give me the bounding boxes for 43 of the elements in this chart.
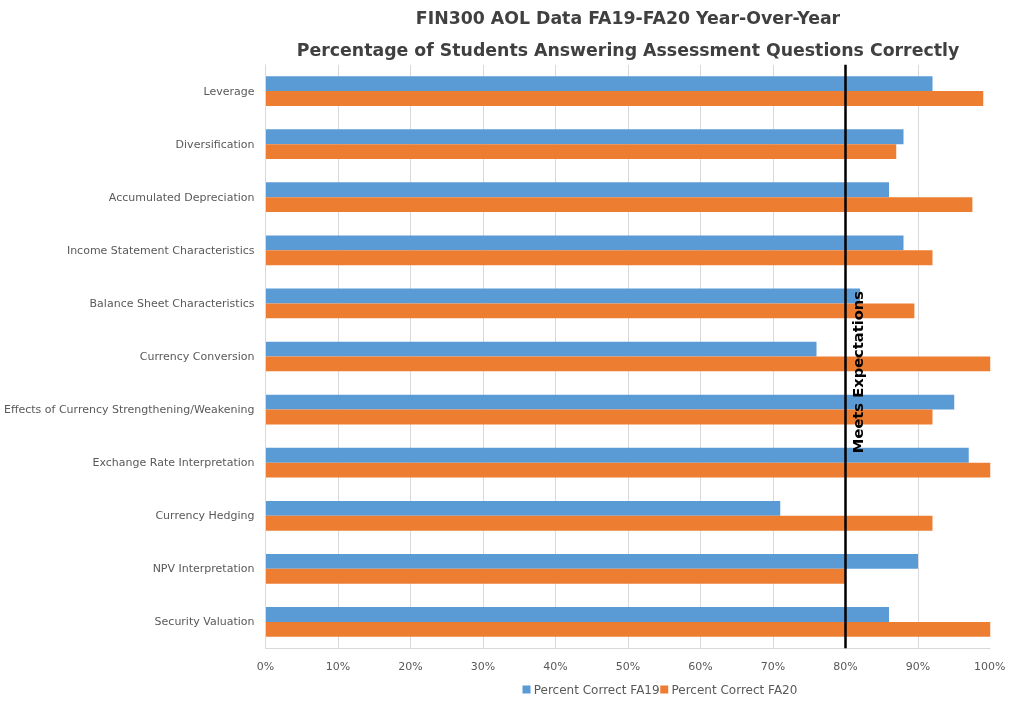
y-tick-label: Effects of Currency Strengthening/Weakening <box>3 403 255 417</box>
chart-subtitle: Percentage of Students Answering Assessment Questions Correctly <box>296 39 960 60</box>
bar <box>265 182 889 198</box>
y-tick-label: Accumulated Depreciation <box>108 190 255 204</box>
x-tick-label: 20% <box>398 659 423 673</box>
bar <box>265 341 817 357</box>
x-tick-label: 30% <box>470 659 496 673</box>
bar <box>265 91 984 106</box>
x-tick-label: 60% <box>688 659 713 673</box>
y-tick-label: Income Statement Characteristics <box>66 243 255 257</box>
y-tick-label: Currency Hedging <box>155 509 255 523</box>
y-tick-label: Balance Sheet Characteristics <box>89 296 255 310</box>
bar <box>265 462 991 478</box>
x-tick-label: 90% <box>905 659 931 673</box>
bar <box>265 76 933 92</box>
x-tick-label: 80% <box>833 659 858 673</box>
bar <box>265 250 933 266</box>
x-tick-label: 70% <box>760 659 786 673</box>
y-tick-label: Currency Conversion <box>139 350 255 363</box>
x-tick-label: 40% <box>543 659 568 673</box>
y-tick-label: Exchange Rate Interpretation <box>92 456 255 470</box>
bar <box>265 144 897 159</box>
legend-label: Percent Correct FA20 <box>671 682 798 697</box>
x-tick-label: 0% <box>256 659 275 673</box>
y-tick-label: Leverage <box>203 84 255 98</box>
bar <box>265 607 889 622</box>
legend-label: Percent Correct FA19 <box>533 682 660 697</box>
bar <box>265 129 904 145</box>
bar <box>265 235 904 251</box>
bar <box>265 515 933 531</box>
y-tick-label: NPV Interpretation <box>152 562 255 576</box>
y-tick-label: Diversification <box>175 137 255 151</box>
x-tick-label: 10% <box>325 659 351 673</box>
bar <box>265 197 973 213</box>
bar <box>265 554 918 569</box>
y-tick-label: Security Valuation <box>154 615 255 629</box>
x-tick-label: 100% <box>974 659 1006 673</box>
chart-title: FIN300 AOL Data FA19-FA20 Year-Over-Year <box>415 7 841 28</box>
x-tick-label: 50% <box>615 659 641 673</box>
bar <box>265 500 781 516</box>
bar <box>265 621 991 637</box>
ref-line-label: Meets Expectations <box>848 290 866 454</box>
bar <box>265 568 846 584</box>
